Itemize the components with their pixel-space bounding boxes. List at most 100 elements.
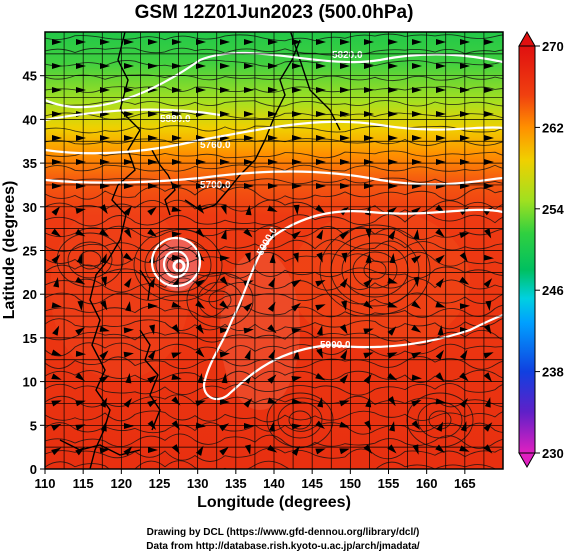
x-tick-label: 110	[35, 476, 56, 491]
wind-arrow	[364, 111, 374, 117]
wind-arrow	[244, 135, 254, 141]
streamline	[45, 460, 497, 469]
wind-arrow	[484, 87, 494, 93]
streamline	[45, 59, 503, 67]
wind-arrow	[437, 325, 444, 336]
wind-arrow	[365, 228, 372, 239]
wind-arrow	[388, 159, 398, 165]
wind-arrow	[219, 351, 230, 358]
contour-5820	[45, 51, 503, 109]
wind-arrow	[483, 254, 494, 261]
wind-arrow	[292, 159, 302, 165]
streamline	[45, 317, 503, 332]
wind-arrow	[315, 279, 326, 287]
wind-arrow	[292, 183, 302, 189]
typhoon-contour-outer	[150, 236, 202, 288]
y-tick-label: 20	[23, 287, 37, 302]
wind-arrow	[363, 352, 374, 359]
contour-5700	[45, 170, 503, 186]
wind-arrow	[340, 135, 350, 141]
wind-arrow	[243, 422, 254, 429]
wind-arrow	[172, 39, 182, 45]
wind-arrow	[268, 63, 278, 69]
wind-arrow	[219, 327, 230, 334]
wind-arrow	[293, 349, 300, 360]
streamline	[45, 433, 503, 449]
colorbar-tick-label: 270	[542, 39, 564, 54]
wind-arrow	[340, 183, 350, 189]
colorbar-ticks: 270 262 254 246 238 230	[535, 39, 564, 461]
coastlines	[59, 32, 341, 469]
wind-arrow	[292, 87, 302, 93]
wind-arrow	[51, 349, 62, 356]
wind-arrow	[341, 300, 347, 311]
wind-arrow	[387, 372, 398, 381]
wind-arrow	[148, 135, 158, 141]
warm-patch	[290, 210, 470, 350]
x-axis: 110 115 120 125 130 135 140 145 150 155 160 165	[35, 469, 476, 491]
warm-patch	[220, 250, 300, 410]
wind-arrow	[291, 398, 302, 405]
x-tick-label: 125	[149, 476, 171, 491]
wind-arrow	[291, 376, 302, 382]
wind-arrow	[459, 252, 468, 263]
eddy-streamline	[133, 228, 223, 302]
wind-arrow	[292, 135, 302, 141]
wind-arrow	[412, 135, 422, 141]
wind-arrow	[315, 448, 326, 455]
wind-arrow	[339, 230, 349, 240]
wind-arrow	[268, 349, 276, 360]
wind-arrow	[268, 183, 278, 189]
y-axis-label: Latitude (degrees)	[1, 181, 18, 320]
wind-arrow	[243, 228, 253, 238]
wind-arrow	[220, 183, 230, 189]
wind-arrow	[292, 252, 299, 263]
wind-arrow	[76, 39, 86, 45]
wind-arrow	[339, 448, 350, 455]
wind-arrow	[387, 229, 396, 240]
wind-arrow	[484, 159, 494, 165]
wind-arrow	[315, 372, 326, 381]
borneo-coast	[59, 439, 141, 456]
y-tick-label: 25	[23, 244, 37, 259]
wind-arrow	[315, 420, 325, 430]
figure-title: GSM 12Z01Jun2023 (500.0hPa)	[135, 2, 414, 23]
wind-arrow	[196, 159, 206, 165]
wind-arrow	[388, 183, 398, 189]
wind-arrow	[364, 87, 374, 93]
eddy-streamline	[352, 251, 398, 289]
wind-arrow	[340, 63, 350, 69]
wind-arrow	[171, 206, 182, 212]
wind-arrow	[196, 183, 206, 189]
wind-arrow	[125, 301, 132, 312]
wind-arrow	[52, 63, 62, 69]
wind-arrow	[484, 111, 494, 117]
credit-data: Data from http://database.rish.kyoto-u.a…	[146, 541, 420, 552]
wind-arrow	[435, 254, 445, 264]
colorbar: 270 262 254 246 238 230	[518, 30, 564, 469]
wind-arrow	[387, 352, 398, 359]
wind-arrow	[244, 39, 254, 45]
wind-arrow	[219, 446, 229, 456]
colorbar-frame	[518, 45, 536, 454]
wind-arrow	[293, 204, 300, 215]
streamline	[45, 138, 503, 146]
wind-arrow	[171, 324, 180, 335]
wind-arrow	[76, 63, 86, 69]
typhoon-contour-mid	[162, 249, 190, 279]
wind-arrow	[52, 135, 62, 141]
wind-arrow	[220, 229, 227, 240]
wind-arrow	[76, 87, 86, 93]
streamline	[45, 125, 503, 134]
wind-arrow	[364, 39, 374, 45]
x-tick-label: 135	[225, 476, 247, 491]
wind-arrow	[412, 39, 422, 45]
wind-arrow	[316, 135, 326, 141]
wind-arrow	[220, 63, 230, 69]
wind-arrow	[411, 255, 422, 264]
wind-arrow	[53, 277, 60, 288]
wind-arrow	[340, 111, 350, 117]
wind-arrow	[268, 111, 278, 117]
wind-arrow	[244, 159, 254, 165]
